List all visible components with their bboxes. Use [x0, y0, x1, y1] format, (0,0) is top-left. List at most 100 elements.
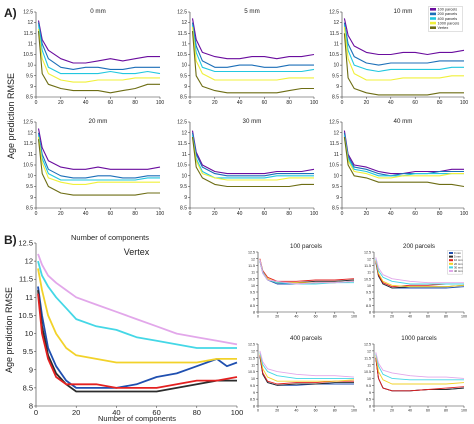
legend-swatch: [449, 255, 453, 258]
y-tick-label: 12: [333, 130, 339, 136]
y-tick-label: 12: [27, 20, 33, 26]
chart-5: 8.5 9 9.5 10 10.5 11 11.5 12 12.5 0 20 40 60 80 100 30 …: [177, 118, 318, 217]
y-tick-label: 10.5: [23, 52, 33, 58]
series-line: [375, 259, 465, 288]
y-tick-label: 12: [25, 257, 33, 266]
y-tick-label: 11: [182, 41, 187, 47]
y-tick-label: 10.5: [248, 277, 255, 281]
y-tick-label: 12.5: [364, 343, 371, 347]
series-line: [37, 128, 161, 170]
y-tick-label: 9: [184, 195, 187, 201]
y-tick-label: 9.5: [23, 347, 33, 356]
series-line: [375, 257, 464, 284]
legend-swatch: [449, 266, 453, 269]
legend-label: 5 mm: [454, 255, 462, 259]
y-tick-label: 10.5: [18, 311, 33, 320]
xlabel-a: Number of components: [71, 233, 149, 242]
x-tick-label: 100: [231, 408, 244, 417]
series-line: [375, 353, 464, 381]
x-tick-label: 60: [314, 315, 318, 319]
series-line: [191, 31, 314, 94]
series-line: [191, 136, 314, 181]
x-tick-label: 60: [426, 315, 430, 319]
x-tick-label: 100: [156, 211, 165, 217]
y-tick-label: 12: [27, 130, 33, 136]
y-tick-label: 11: [334, 152, 339, 158]
x-tick-label: 80: [132, 211, 138, 217]
chart-9: 8 8.5 9 9.5 10 10.5 11 11.5 12 12.5 0 20 40 60 80 100 20…: [364, 243, 467, 319]
y-tick-label: 8: [29, 402, 33, 411]
y-tick-label: 11: [367, 271, 371, 275]
y-tick-label: 9.5: [26, 184, 33, 190]
y-tick-label: 11.5: [330, 141, 340, 147]
y-tick-label: 11.5: [24, 141, 34, 147]
series-line: [191, 22, 314, 68]
x-tick-label: 20: [212, 100, 218, 106]
y-tick-label: 12: [251, 257, 255, 261]
y-tick-label: 12: [333, 20, 339, 26]
y-tick-label: 9.5: [366, 291, 371, 295]
chart-6: 8.5 9 9.5 10 10.5 11 11.5 12 12.5 0 20 40 60 80 100 40 …: [329, 118, 468, 217]
y-tick-label: 10.5: [364, 370, 371, 374]
legend-label: Vertex: [438, 26, 449, 30]
y-tick-label: 12: [367, 349, 371, 353]
x-tick-label: 80: [333, 315, 337, 319]
x-tick-label: 20: [364, 100, 370, 106]
charts-layer: 8.5 9 9.5 10 10.5 11 11.5 12 12.5 0 20 40 60 80 100 0 m…: [18, 6, 469, 418]
panel-label-a: A): [4, 6, 17, 20]
x-tick-label: 40: [294, 409, 298, 413]
y-tick-label: 11: [251, 271, 255, 275]
y-tick-label: 11: [28, 41, 33, 47]
series-line: [375, 357, 465, 392]
series-line: [37, 132, 160, 179]
y-tick-label: 11.5: [330, 31, 340, 37]
y-tick-label: 8: [253, 405, 255, 409]
x-tick-label: 80: [193, 408, 201, 417]
series-line: [37, 260, 237, 349]
y-tick-label: 11.5: [364, 356, 371, 360]
x-tick-label: 100: [351, 315, 357, 319]
y-tick-label: 9.5: [366, 384, 371, 388]
y-tick-label: 11.5: [248, 356, 255, 360]
chart-7: 8 8.5 9 9.5 10 10.5 11 11.5 12 12.5 0 20 40 60 80 100 Ve…: [18, 239, 243, 418]
chart-title: 10 mm: [394, 8, 413, 15]
series-line: [37, 290, 237, 393]
series-line: [375, 357, 465, 392]
series-line: [343, 130, 464, 175]
y-tick-label: 10: [25, 329, 33, 338]
chart-title: 0 mm: [90, 8, 105, 15]
series-line: [259, 258, 355, 282]
x-tick-label: 0: [341, 211, 344, 217]
ylabel-b: Age prediction RMSE: [4, 287, 14, 373]
x-tick-label: 60: [262, 211, 268, 217]
y-tick-label: 10.5: [329, 163, 339, 169]
series-line: [37, 22, 160, 70]
legend-swatch: [449, 262, 453, 265]
x-tick-label: 100: [460, 100, 469, 106]
y-tick-label: 12.5: [23, 10, 33, 16]
x-tick-label: 60: [262, 100, 268, 106]
y-tick-label: 9: [369, 391, 371, 395]
series-line: [37, 20, 160, 64]
series-line: [343, 26, 464, 81]
y-tick-label: 10: [27, 173, 33, 179]
y-tick-label: 12.5: [177, 120, 187, 126]
series-line: [375, 352, 465, 379]
y-tick-label: 9: [30, 195, 33, 201]
y-tick-label: 10: [367, 284, 371, 288]
y-tick-label: 10: [333, 173, 339, 179]
y-tick-label: 8.5: [180, 95, 187, 101]
x-tick-label: 60: [314, 409, 318, 413]
ylabel-a: Age prediction RMSE: [6, 73, 16, 159]
y-tick-label: 12.5: [248, 251, 255, 255]
series-line: [37, 268, 237, 364]
y-tick-label: 9.5: [250, 291, 255, 295]
series-line: [37, 139, 160, 196]
y-tick-label: 11.5: [178, 31, 188, 37]
y-tick-label: 9.5: [26, 73, 33, 79]
series-line: [259, 353, 355, 382]
y-tick-label: 11: [182, 152, 187, 158]
x-tick-label: 40: [237, 100, 243, 106]
y-tick-label: 9: [369, 297, 371, 301]
y-tick-label: 11.5: [178, 141, 188, 147]
